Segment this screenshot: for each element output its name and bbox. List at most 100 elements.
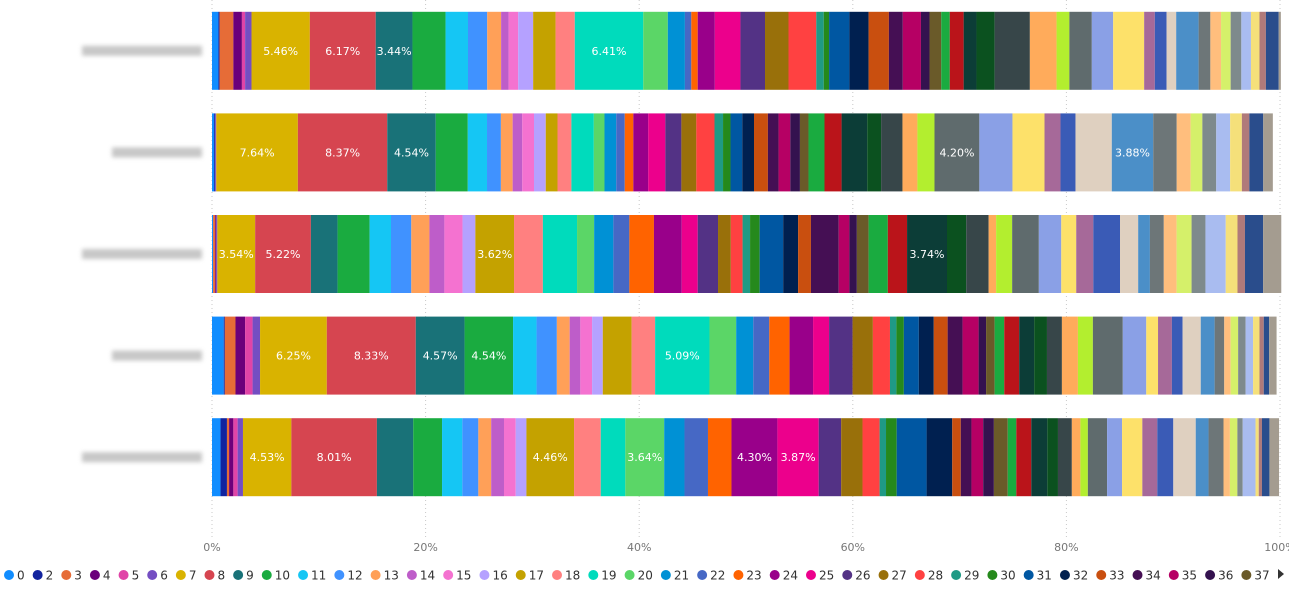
legend-label: 25: [819, 569, 834, 583]
legend-label: 17: [529, 569, 544, 583]
bar-segment: [1238, 316, 1246, 395]
legend-label: 16: [492, 569, 507, 583]
legend-label: 5: [132, 569, 140, 583]
bar-segment: [867, 113, 882, 192]
bar-segment: [542, 215, 578, 293]
bar-segment: [696, 113, 715, 192]
bar-segment: [750, 215, 760, 293]
bar-segment: [337, 215, 370, 293]
bar-segment: [1113, 11, 1145, 90]
bar-segment: [1061, 316, 1078, 395]
bar-segment: [643, 11, 668, 90]
legend-label: 4: [103, 569, 111, 583]
legend-marker: [1205, 570, 1216, 580]
bar-segment: [1237, 418, 1243, 497]
bar-segment: [235, 316, 246, 395]
bar-segment: [215, 215, 217, 293]
bar-segment: [580, 316, 593, 395]
bar-segment: [684, 418, 708, 497]
bar-segment: [242, 418, 292, 497]
legend-marker: [1059, 570, 1070, 580]
bar-segment: [790, 113, 800, 192]
bar-segment: [1154, 11, 1167, 90]
bar-segment: [513, 316, 537, 395]
bar-segment: [1069, 11, 1092, 90]
bar-segment: [765, 11, 789, 90]
bar-segment: [1241, 113, 1250, 192]
bar-segment: [1269, 316, 1277, 395]
bar-segment: [813, 316, 830, 395]
bar-segment: [1278, 11, 1281, 90]
legend-label: 21: [674, 569, 689, 583]
bar-segment: [326, 316, 416, 395]
bar-segment: [1153, 113, 1177, 192]
bar-segment: [1258, 418, 1262, 497]
bar-segment: [616, 113, 625, 192]
bar-segment: [971, 418, 984, 497]
bar-segment: [212, 113, 215, 192]
bar-segment: [1182, 316, 1201, 395]
legend-marker: [1132, 570, 1143, 580]
data-label: 3.88%: [1115, 146, 1150, 159]
bar-segment: [526, 418, 575, 497]
bar-segment: [557, 113, 572, 192]
bar-segment: [788, 11, 817, 90]
bar-segment: [962, 316, 979, 395]
bar-segment: [223, 316, 225, 395]
bar-segment: [229, 418, 234, 497]
bar-segment: [986, 316, 995, 395]
bar-segment: [536, 316, 557, 395]
data-label: 3.64%: [627, 451, 662, 464]
data-label: 6.17%: [325, 45, 360, 58]
category-label-blurred: [82, 249, 202, 259]
bar-segment: [309, 11, 376, 90]
bar-segment: [952, 418, 961, 497]
bar-segment: [810, 215, 839, 293]
bar-segment: [1265, 11, 1279, 90]
bar-segment: [1202, 113, 1217, 192]
data-label: 3.87%: [781, 451, 816, 464]
bar-segment: [903, 316, 919, 395]
bar-segment: [503, 418, 516, 497]
bar-segment: [1198, 11, 1211, 90]
bar-segment: [849, 215, 857, 293]
bar-segment: [983, 418, 994, 497]
legend-next-arrow[interactable]: [1278, 569, 1284, 579]
bar-segment: [602, 316, 632, 395]
bar-segment: [888, 11, 903, 90]
legend-label: 6: [160, 569, 168, 583]
legend-label: 36: [1218, 569, 1233, 583]
legend-label: 2: [46, 569, 54, 583]
bar-segment: [252, 316, 261, 395]
bar-segment: [1173, 418, 1196, 497]
legend: 0 2 3 4 5 6 7 8 9 10 11 12 13 14 15 16 17 18 19 20 21 22 23 24 2…: [4, 569, 1270, 583]
bar-segment: [742, 113, 755, 192]
legend-marker: [624, 570, 635, 580]
bar-segment: [462, 215, 476, 293]
bar-segment: [709, 316, 737, 395]
data-label: 4.20%: [939, 146, 974, 159]
bar-segment: [216, 113, 298, 192]
legend-marker: [733, 570, 744, 580]
legend-marker: [588, 570, 599, 580]
legend-marker: [1241, 570, 1252, 580]
bar-segment: [1031, 418, 1048, 497]
bar-segment: [1038, 215, 1062, 293]
data-label: 6.41%: [592, 45, 627, 58]
bar-segment: [714, 11, 741, 90]
bar-segment: [1077, 316, 1093, 395]
legend-label: 14: [420, 569, 435, 583]
bar-segment: [697, 11, 715, 90]
bar-segment: [1046, 316, 1062, 395]
bar-segment: [1029, 11, 1057, 90]
category-label-blurred: [82, 45, 202, 56]
bar-segment: [442, 418, 463, 497]
legend-marker: [479, 570, 490, 580]
legend-marker: [1023, 570, 1034, 580]
bar-segment: [1223, 418, 1230, 497]
bar-segment: [213, 215, 216, 293]
legend-marker: [233, 570, 244, 580]
bar-segment: [444, 215, 463, 293]
bar-segment: [902, 11, 921, 90]
legend-label: 11: [311, 569, 326, 583]
